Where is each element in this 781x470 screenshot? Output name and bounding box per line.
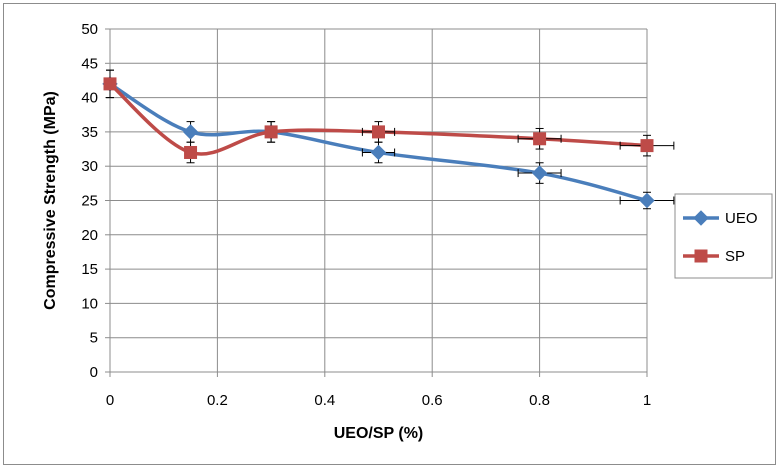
y-tick-labels: 0 5 10 15 20 25 30 35 40 45 50 — [81, 21, 98, 381]
data-point — [370, 144, 387, 161]
x-tick-label: 0.8 — [529, 392, 550, 409]
x-tick-label: 0 — [106, 392, 114, 409]
series-ueo — [102, 69, 675, 210]
y-axis-title: Compressive Strength (MPa) — [42, 91, 59, 310]
y-tick-label: 15 — [81, 261, 98, 278]
error-bar — [517, 127, 562, 150]
data-point — [640, 139, 654, 153]
y-tick-label: 45 — [81, 55, 98, 72]
legend-label: SP — [725, 248, 745, 265]
legend-box — [674, 193, 773, 279]
data-point — [182, 124, 199, 140]
grid-lines — [109, 28, 648, 373]
x-tick-label: 0.6 — [422, 392, 443, 409]
legend-marker — [694, 249, 708, 263]
y-tick-label: 10 — [81, 295, 98, 312]
data-point — [184, 145, 198, 159]
data-point — [264, 125, 278, 139]
y-tick-label: 40 — [81, 90, 98, 107]
legend: UEO SP — [674, 193, 773, 279]
legend-label: UEO — [725, 210, 758, 227]
x-tick-labels: 0 0.2 0.4 0.6 0.8 1 — [106, 392, 651, 409]
legend-item-sp: SP — [683, 248, 745, 265]
series-line — [108, 82, 648, 156]
data-point — [372, 125, 385, 139]
y-tick-label: 50 — [81, 21, 98, 38]
axes — [105, 28, 648, 377]
y-tick-label: 20 — [81, 227, 98, 244]
x-axis-title: UEO/SP (%) — [334, 425, 424, 442]
data-point — [531, 165, 548, 181]
y-tick-label: 25 — [81, 193, 98, 210]
y-tick-label: 5 — [90, 330, 98, 347]
data-point — [639, 192, 655, 209]
y-tick-label: 35 — [81, 124, 98, 141]
data-point — [103, 77, 117, 91]
y-tick-label: 30 — [81, 158, 98, 175]
series-group — [102, 69, 675, 210]
y-tick-label: 0 — [90, 364, 98, 381]
legend-marker — [693, 210, 709, 226]
legend-item-ueo: UEO — [683, 210, 758, 227]
series-sp — [103, 69, 675, 164]
x-tick-label: 0.2 — [207, 392, 228, 409]
x-tick-label: 0.4 — [314, 392, 335, 409]
x-tick-label: 1 — [643, 392, 651, 409]
data-point — [533, 132, 547, 146]
